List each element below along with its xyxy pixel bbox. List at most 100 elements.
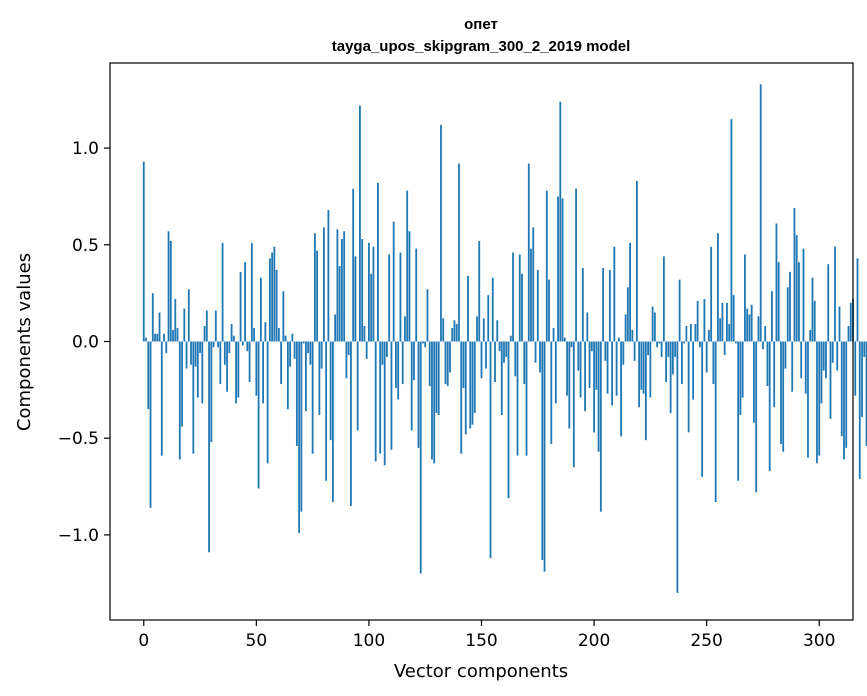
bar-197 [586, 312, 589, 342]
bar-242 [687, 341, 690, 433]
bar-240 [683, 341, 686, 344]
bar-152 [485, 341, 487, 369]
bar-303 [825, 341, 827, 379]
bar-160 [503, 341, 505, 363]
bar-216 [629, 242, 631, 342]
bar-298 [813, 300, 816, 342]
bar-210 [615, 341, 618, 396]
bar-311 [843, 341, 845, 460]
bar-130 [435, 341, 438, 414]
bar-54 [264, 322, 267, 342]
bar-292 [800, 341, 803, 379]
bar-76 [313, 233, 316, 342]
bar-214 [624, 314, 627, 342]
bar-280 [773, 341, 776, 408]
bar-19 [185, 341, 188, 369]
bar-9 [163, 333, 165, 342]
bar-221 [640, 341, 643, 390]
bar-180 [548, 279, 550, 342]
bar-12 [169, 240, 172, 342]
bar-305 [829, 341, 832, 419]
bar-282 [777, 262, 780, 342]
bar-66 [291, 333, 294, 342]
bar-281 [775, 223, 778, 342]
bar-14 [174, 298, 177, 342]
bar-140 [458, 163, 460, 342]
bar-111 [392, 221, 395, 342]
bar-51 [257, 341, 260, 489]
bar-81 [325, 341, 328, 481]
y-axis: −1.0 −0.5 0.0 0.5 1.0 [58, 139, 110, 546]
bar-18 [183, 308, 186, 342]
bar-2 [147, 341, 150, 410]
bar-177 [541, 341, 544, 561]
bar-306 [831, 341, 834, 363]
bar-101 [370, 273, 373, 342]
x-tick-label: 100 [353, 631, 385, 651]
bar-170 [525, 341, 528, 456]
x-tick-label: 0 [138, 631, 149, 651]
bar-300 [818, 341, 821, 456]
bar-98 [363, 326, 366, 342]
bar-113 [397, 341, 400, 400]
bar-42 [237, 341, 240, 398]
bar-23 [194, 341, 197, 367]
bar-112 [395, 341, 397, 388]
bar-174 [534, 341, 537, 363]
bar-132 [440, 124, 442, 342]
bar-147 [473, 341, 476, 414]
bar-173 [532, 227, 535, 342]
bar-150 [480, 341, 483, 379]
bar-312 [845, 341, 848, 448]
bar-158 [498, 341, 501, 352]
bar-138 [453, 320, 456, 342]
bar-8 [160, 341, 163, 456]
bar-82 [327, 209, 330, 342]
x-tick-label: 150 [465, 631, 497, 651]
bar-209 [613, 246, 616, 342]
bar-15 [176, 327, 179, 342]
bar-149 [478, 240, 481, 342]
bar-179 [545, 190, 548, 342]
bar-6 [156, 333, 159, 342]
bar-279 [771, 291, 773, 342]
bar-69 [298, 341, 301, 533]
bar-291 [798, 262, 800, 342]
bar-7 [158, 312, 161, 342]
bar-21 [190, 341, 192, 365]
bar-139 [455, 324, 458, 342]
bar-260 [728, 324, 731, 342]
bar-295 [807, 341, 809, 458]
bar-25 [199, 341, 201, 354]
bar-1 [145, 337, 147, 342]
bar-110 [390, 341, 393, 450]
bar-203 [599, 341, 602, 512]
bar-318 [858, 341, 861, 479]
bar-200 [593, 341, 595, 433]
bar-129 [433, 341, 436, 464]
bar-103 [374, 341, 377, 462]
bar-238 [678, 279, 681, 342]
bar-31 [212, 341, 215, 348]
bar-13 [172, 329, 174, 342]
bar-142 [462, 341, 465, 388]
bar-167 [518, 254, 521, 342]
bar-191 [572, 341, 575, 468]
bar-5 [154, 333, 156, 342]
bar-219 [635, 180, 638, 342]
x-axis: 0 50 100 150 200 250 300 [138, 620, 835, 651]
bar-37 [226, 341, 228, 392]
bar-165 [514, 341, 517, 377]
bar-226 [651, 306, 654, 342]
bar-195 [581, 268, 584, 342]
bar-43 [239, 271, 242, 342]
bar-102 [372, 246, 375, 342]
bar-22 [192, 341, 195, 454]
bar-314 [849, 302, 852, 342]
bar-217 [631, 329, 634, 342]
bar-16 [178, 341, 181, 460]
x-tick-label: 300 [803, 631, 835, 651]
bar-294 [804, 341, 807, 394]
bar-181 [550, 341, 553, 444]
